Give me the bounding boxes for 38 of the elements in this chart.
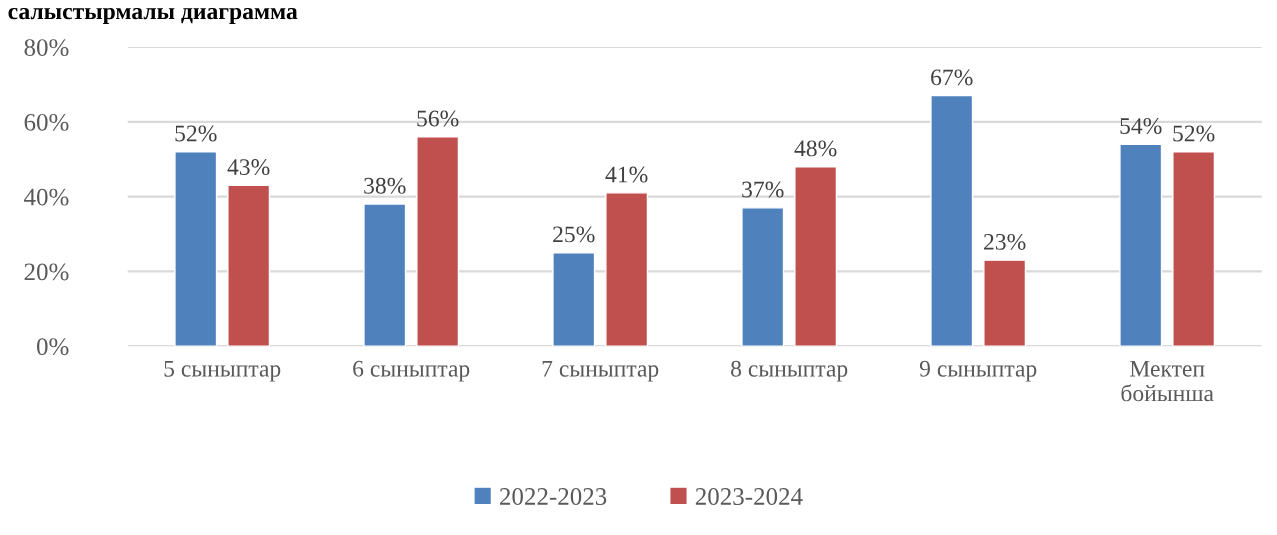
bar [605,192,649,347]
data-label: 38% [364,177,406,194]
x-tick-label: Мектеп бойынша [1121,360,1214,402]
x-tick-label: 5 сыныптар [164,360,281,382]
data-label: 52% [175,125,217,142]
data-label: 25% [553,226,595,243]
data-label: 67% [931,69,973,86]
y-tick-label: 20% [24,263,69,281]
bar [227,184,271,347]
bar [552,251,596,347]
bar [983,259,1027,347]
chart-title: салыстырмалы диаграмма [8,7,298,25]
bar [794,166,838,347]
bar [930,94,974,347]
legend-label: 2023-2024 [695,488,803,505]
data-label: 23% [984,233,1026,250]
y-tick-label: 60% [24,113,69,131]
x-tick-label: 8 сыныптар [731,360,848,382]
x-tick-label: 6 сыныптар [353,360,470,382]
bar [1172,151,1216,347]
data-label: 37% [742,181,784,198]
bar [363,203,407,347]
data-label: 56% [417,110,459,127]
data-label: 52% [1173,125,1215,142]
x-tick-label: 7 сыныптар [542,360,659,382]
y-tick-label: 40% [24,188,69,206]
bar [174,151,218,347]
bar [1119,143,1163,347]
legend-label: 2022-2023 [500,488,607,505]
data-label: 48% [794,140,837,157]
y-tick-label: 0% [37,338,69,356]
data-label: 43% [227,159,270,176]
y-tick-label: 80% [24,39,69,57]
data-label: 54% [1120,117,1162,134]
bar [416,136,460,347]
bar [741,207,785,347]
x-tick-label: 9 сыныптар [919,360,1037,382]
data-label: 41% [605,166,648,183]
